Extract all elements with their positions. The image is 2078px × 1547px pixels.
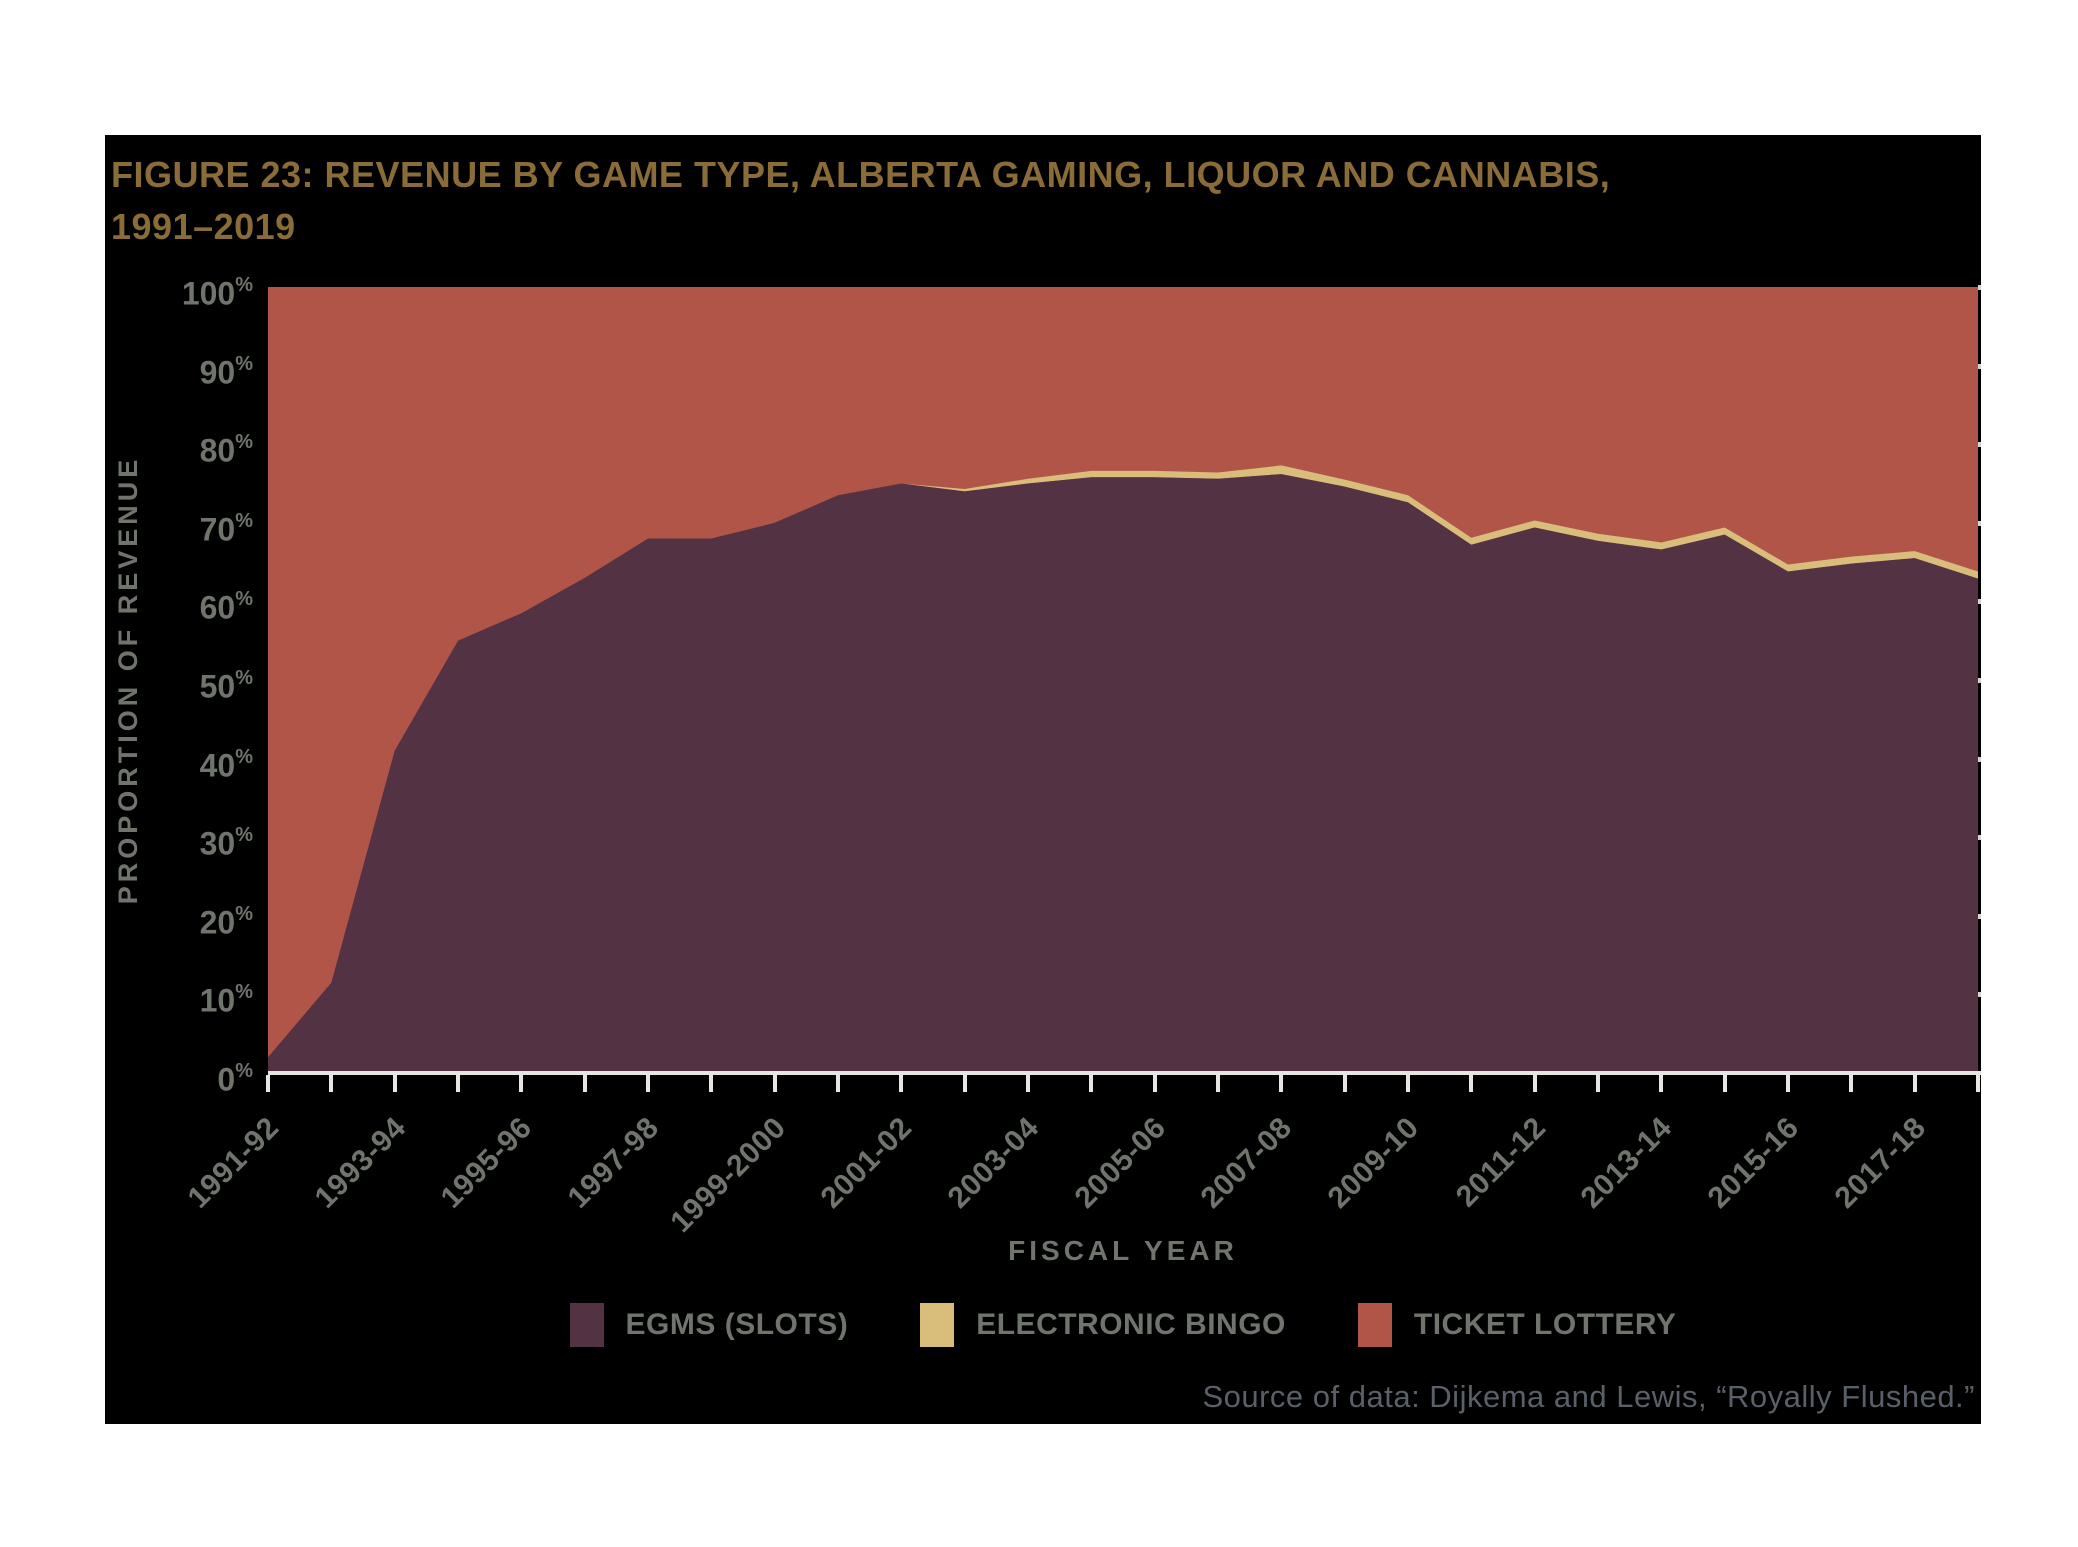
x-tick-2006-07 [1216, 1075, 1220, 1092]
right-edge-tick-50 [1978, 678, 1981, 683]
x-tick-1998-99 [709, 1075, 714, 1092]
legend-label: TICKET LOTTERY [1413, 1308, 1677, 1341]
x-tick-2017-18 [1912, 1075, 1917, 1092]
legend-swatch [920, 1303, 955, 1347]
x-tick-1996-97 [582, 1075, 587, 1092]
legend-label: EGMS (SLOTS) [625, 1308, 849, 1341]
x-tick-2016-17 [1849, 1075, 1854, 1092]
y-tick-label-10: 10% [199, 981, 253, 1020]
source-note: Source of data: Dijkema and Lewis, “Roya… [1202, 1379, 1975, 1414]
figure-panel: FIGURE 23: REVENUE BY GAME TYPE, ALBERTA… [105, 135, 1981, 1424]
right-edge-tick-90 [1978, 363, 1981, 369]
stacked-area-chart [268, 287, 1978, 1073]
x-tick-1999-2000 [772, 1075, 777, 1092]
right-edge-tick-20 [1978, 913, 1981, 919]
right-edge-tick-30 [1978, 835, 1981, 841]
x-tick-2005-06 [1152, 1075, 1157, 1092]
right-edge-tick-60 [1978, 599, 1981, 605]
right-edge-tick-10 [1978, 992, 1981, 998]
x-tick-2013-14 [1659, 1075, 1664, 1092]
legend-item-egms-slots-: EGMS (SLOTS) [569, 1303, 849, 1347]
figure-title-line1: FIGURE 23: REVENUE BY GAME TYPE, ALBERTA… [111, 154, 1611, 195]
chart-legend: EGMS (SLOTS) ELECTRONIC BINGO TICKET LOTTE… [268, 1303, 1978, 1347]
x-tick-2002-03 [962, 1075, 967, 1092]
legend-label: ELECTRONIC BINGO [976, 1308, 1286, 1341]
x-tick-1997-98 [646, 1075, 650, 1092]
y-tick-label-30: 30% [199, 824, 253, 862]
y-tick-label-80: 80% [199, 431, 253, 469]
x-tick-2007-08 [1279, 1075, 1284, 1092]
y-tick-label-90: 90% [199, 352, 253, 391]
x-tick-2018-19 [1976, 1075, 1980, 1092]
right-edge-tick-100 [1978, 285, 1981, 290]
x-tick-2000-01 [836, 1075, 840, 1092]
legend-swatch [569, 1303, 604, 1347]
x-tick-1995-96 [519, 1075, 524, 1092]
x-tick-2012-13 [1596, 1075, 1600, 1092]
chart-canvas [268, 287, 1978, 1073]
x-tick-1992-93 [329, 1075, 334, 1092]
right-edge-tick-80 [1978, 442, 1981, 448]
y-tick-label-0: 0% [217, 1060, 253, 1098]
x-tick-1993-94 [392, 1075, 397, 1092]
y-tick-label-60: 60% [199, 588, 253, 627]
x-tick-2010-11 [1469, 1075, 1474, 1092]
area-egms-slots [268, 474, 1978, 1073]
x-axis-title: FISCAL YEAR [1008, 1235, 1238, 1266]
legend-item-ticket-lottery: TICKET LOTTERY [1357, 1303, 1677, 1347]
y-tick-label-70: 70% [199, 509, 253, 548]
right-edge-tick-40 [1978, 756, 1981, 762]
x-tick-2003-04 [1026, 1075, 1030, 1092]
x-tick-2014-15 [1722, 1075, 1727, 1092]
right-edge-tick-70 [1978, 520, 1981, 526]
y-tick-label-100: 100% [181, 274, 253, 312]
legend-item-electronic-bingo: ELECTRONIC BINGO [920, 1303, 1286, 1347]
y-tick-label-50: 50% [199, 667, 253, 705]
x-tick-2011-12 [1532, 1075, 1537, 1092]
figure-title-line2: 1991–2019 [111, 206, 296, 247]
y-tick-label-40: 40% [199, 745, 253, 784]
x-tick-1994-95 [456, 1075, 460, 1092]
x-tick-2008-09 [1342, 1075, 1347, 1092]
x-tick-2009-10 [1406, 1075, 1410, 1092]
y-tick-label-20: 20% [199, 902, 253, 941]
x-tick-2001-02 [899, 1075, 904, 1092]
x-axis-line [268, 1071, 1981, 1075]
legend-swatch [1357, 1303, 1392, 1347]
x-tick-2015-16 [1786, 1075, 1790, 1092]
x-tick-2004-05 [1089, 1075, 1094, 1092]
figure-title: FIGURE 23: REVENUE BY GAME TYPE, ALBERTA… [111, 149, 1971, 253]
x-tick-1991-92 [266, 1075, 270, 1092]
